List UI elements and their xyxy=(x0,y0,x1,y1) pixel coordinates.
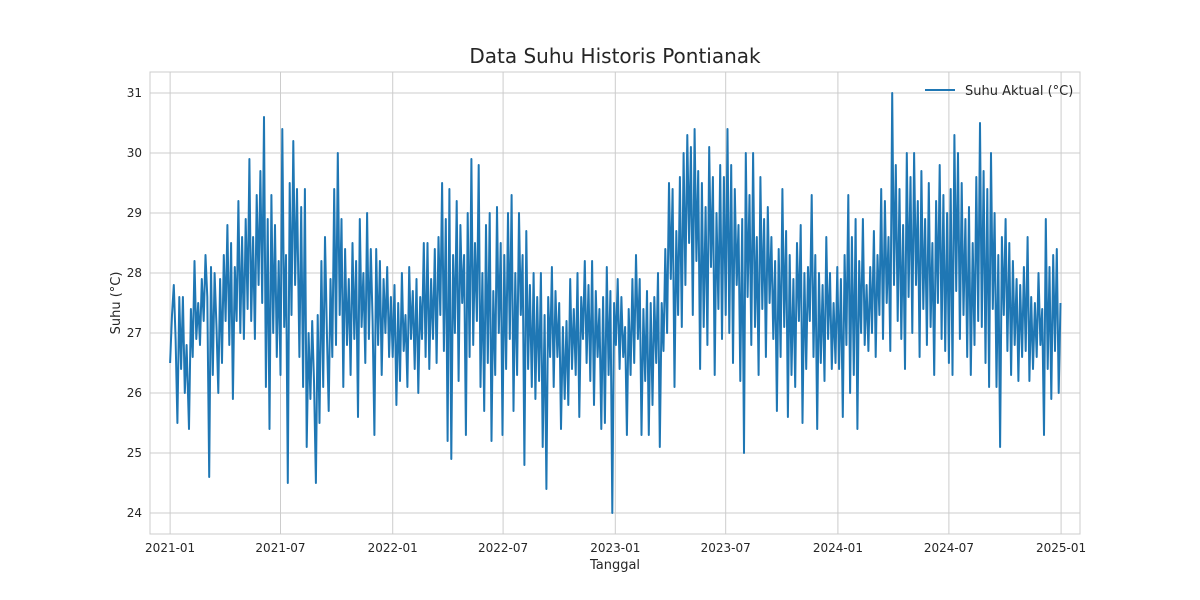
x-tick-label: 2022-07 xyxy=(478,541,528,555)
x-tick-label: 2021-07 xyxy=(255,541,305,555)
y-tick-label: 24 xyxy=(127,506,142,520)
y-axis: 24 25 26 27 28 29 30 31 xyxy=(127,86,142,520)
plot-frame xyxy=(149,71,1081,535)
x-tick-label: 2024-07 xyxy=(924,541,974,555)
y-tick-label: 31 xyxy=(127,86,142,100)
chart-title: Data Suhu Historis Pontianak xyxy=(469,44,761,68)
x-tick-label: 2023-07 xyxy=(701,541,751,555)
x-axis-label: Tanggal xyxy=(589,558,640,573)
y-tick-label: 28 xyxy=(127,266,142,280)
y-tick-label: 27 xyxy=(127,326,142,340)
x-tick-label: 2023-01 xyxy=(590,541,640,555)
y-tick-label: 26 xyxy=(127,386,142,400)
y-tick-label: 25 xyxy=(127,446,142,460)
x-tick-label: 2024-01 xyxy=(813,541,863,555)
x-tick-label: 2021-01 xyxy=(145,541,195,555)
x-tick-label: 2022-01 xyxy=(368,541,418,555)
x-axis: 2021-01 2021-07 2022-01 2022-07 2023-01 2023-… xyxy=(145,541,1086,555)
series-line-suhu-aktual xyxy=(169,92,1062,514)
y-tick-label: 30 xyxy=(127,146,142,160)
legend-label: Suhu Aktual (°C) xyxy=(965,84,1073,99)
y-tick-label: 29 xyxy=(127,206,142,220)
y-axis-label: Suhu (°C) xyxy=(109,272,124,335)
x-tick-label: 2025-01 xyxy=(1036,541,1086,555)
legend: Suhu Aktual (°C) xyxy=(925,84,1073,99)
